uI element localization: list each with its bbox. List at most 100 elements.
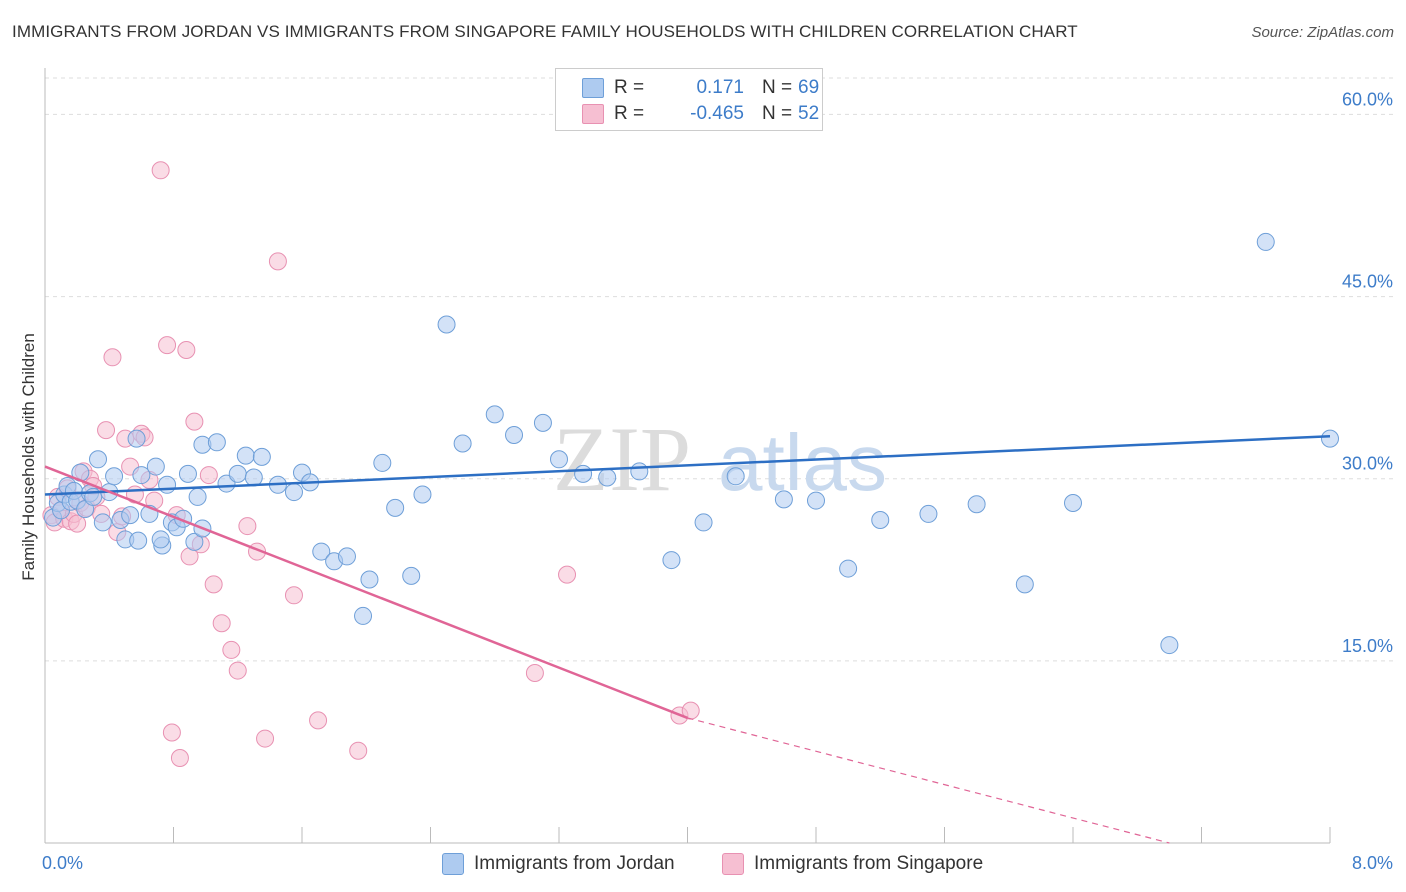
y-axis-label: Family Households with Children — [19, 333, 38, 581]
jordan-point — [1256, 232, 1275, 251]
singapore-trend-line — [44, 465, 688, 720]
singapore-point — [349, 741, 368, 760]
legend-label: Immigrants from Jordan — [474, 853, 675, 874]
jordan-point — [807, 491, 825, 510]
singapore-point — [284, 586, 303, 605]
jordan-point — [574, 464, 593, 483]
jordan-point — [839, 559, 858, 578]
jordan-point — [1160, 636, 1179, 655]
jordan-point — [726, 467, 745, 486]
jordan-point — [146, 457, 165, 476]
jordan-point — [694, 513, 713, 532]
singapore-point — [162, 723, 181, 742]
jordan-point — [413, 485, 432, 504]
trend-lines — [44, 434, 1331, 844]
singapore-point — [204, 575, 223, 594]
jordan-point — [127, 429, 146, 448]
r-label: R = — [614, 103, 645, 124]
chart-title: IMMIGRANTS FROM JORDAN VS IMMIGRANTS FRO… — [12, 22, 1078, 41]
jordan-point — [252, 447, 271, 466]
singapore-point — [222, 640, 241, 659]
n-value: 69 — [798, 77, 820, 98]
singapore-point — [228, 661, 247, 680]
jordan-point — [453, 434, 472, 453]
singapore-point — [199, 466, 218, 485]
jordan-point — [550, 450, 568, 469]
jordan-legend-swatch — [442, 853, 464, 875]
singapore-point — [212, 614, 231, 633]
jordan-point — [774, 490, 793, 509]
singapore-point — [309, 711, 328, 730]
jordan-point — [105, 467, 124, 486]
r-value: -0.465 — [690, 103, 744, 124]
singapore-point — [103, 348, 122, 367]
jordan-point — [207, 433, 226, 452]
jordan-point — [244, 468, 263, 487]
tick-labels: 15.0% 30.0% 45.0% 60.0% 0.0% 8.0% — [42, 89, 1393, 873]
x-tick-label: 8.0% — [1352, 853, 1393, 873]
y-tick-label: 15.0% — [1342, 636, 1393, 656]
jordan-point — [485, 405, 504, 424]
singapore-point — [170, 749, 189, 767]
watermark-zip: ZIP — [553, 408, 691, 510]
singapore-point — [185, 412, 204, 431]
singapore-point — [177, 341, 196, 359]
jordan-point — [402, 566, 421, 585]
jordan-point — [312, 542, 331, 561]
jordan-point — [386, 498, 405, 517]
jordan-point — [598, 468, 617, 487]
jordan-point — [967, 495, 986, 514]
jordan-point — [919, 504, 938, 523]
jordan-point — [178, 464, 197, 483]
jordan-point — [630, 462, 649, 481]
r-value: 0.171 — [696, 77, 744, 98]
jordan-point — [354, 606, 373, 625]
jordan-point — [437, 315, 456, 334]
n-label: N = — [762, 103, 793, 124]
singapore-point — [151, 161, 170, 180]
jordan-point — [129, 531, 148, 550]
axes — [44, 68, 1331, 844]
jordan-point — [533, 413, 552, 432]
jordan-point — [228, 464, 247, 483]
jordan-point — [132, 466, 151, 485]
y-tick-label: 60.0% — [1342, 89, 1393, 109]
singapore-swatch — [582, 104, 604, 124]
singapore-legend-swatch — [722, 853, 744, 875]
jordan-point — [337, 547, 356, 566]
singapore-point — [525, 664, 544, 682]
jordan-point — [151, 530, 170, 549]
singapore-point — [158, 336, 177, 355]
singapore-point — [558, 565, 577, 584]
n-value: 52 — [798, 103, 820, 124]
singapore-point — [256, 729, 275, 748]
singapore-point — [68, 514, 87, 533]
jordan-point — [185, 532, 204, 551]
jordan-point — [121, 506, 140, 525]
r-label: R = — [614, 77, 645, 98]
singapore-point — [238, 517, 257, 536]
jordan-point — [284, 483, 303, 502]
y-tick-label: 30.0% — [1342, 454, 1393, 474]
jordan-point — [871, 511, 890, 529]
jordan-point — [662, 551, 681, 570]
legend-label: Immigrants from Singapore — [754, 853, 984, 874]
jordan-point — [236, 446, 255, 465]
jordan-swatch — [582, 78, 604, 98]
y-tick-label: 45.0% — [1342, 272, 1393, 292]
source-credit: Source: ZipAtlas.com — [1251, 24, 1394, 41]
jordan-point — [1015, 575, 1034, 594]
grid-lines — [45, 77, 1394, 662]
jordan-trend-line — [44, 434, 1331, 496]
jordan-point — [505, 426, 524, 444]
jordan-point — [188, 487, 207, 506]
singapore-point — [97, 421, 116, 440]
singapore-trend-extension — [687, 717, 1170, 844]
n-label: N = — [762, 77, 793, 98]
singapore-point — [268, 252, 287, 271]
jordan-point — [89, 450, 108, 469]
jordan-point — [360, 570, 379, 589]
jordan-point — [158, 475, 177, 494]
jordan-point — [1321, 429, 1339, 448]
